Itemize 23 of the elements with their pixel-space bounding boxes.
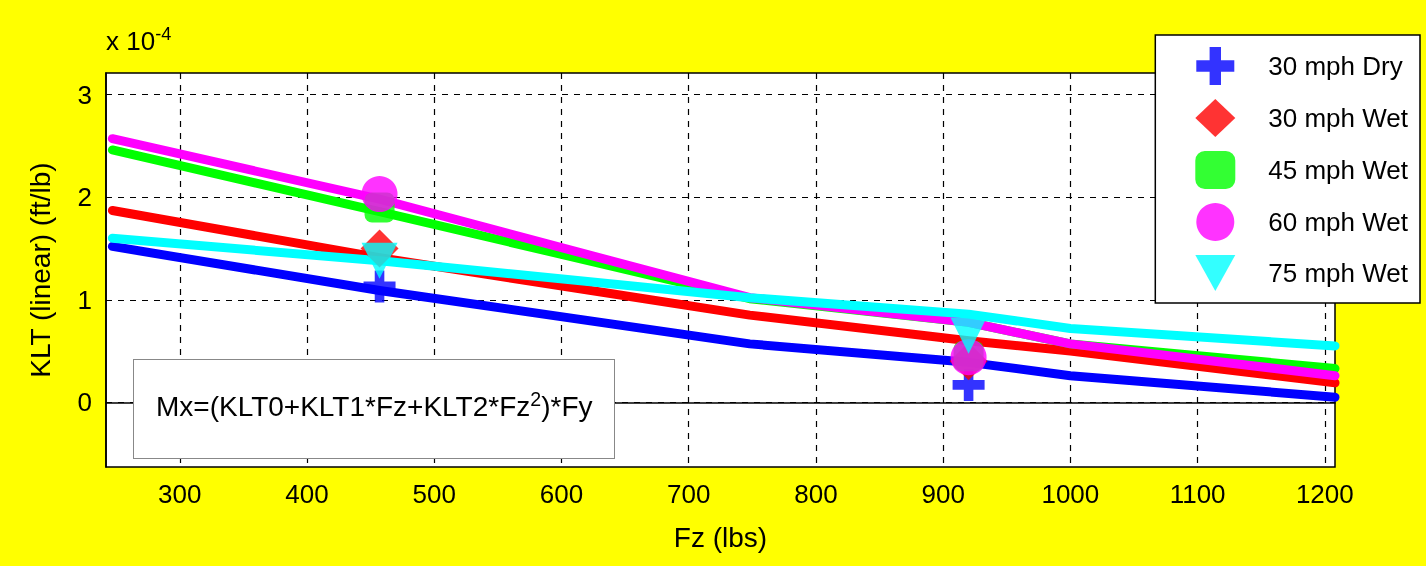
y-tick-label: 0 [77, 387, 92, 418]
y-tick-label: 2 [77, 182, 92, 213]
legend-label: 75 mph Wet [1268, 258, 1409, 288]
y-tick-label: 3 [77, 79, 92, 110]
x-tick-label: 1200 [1295, 479, 1354, 509]
x-tick-label: 400 [285, 479, 329, 509]
text: x 10$^{-4}$ [106, 24, 172, 56]
legend-label: 60 mph Wet [1268, 207, 1409, 237]
y-tick-label: 1 [77, 284, 92, 315]
x-tick-label: 1100 [1169, 479, 1226, 509]
legend-label: 30 mph Dry [1268, 51, 1403, 81]
x-axis-title: Fz (lbs) [673, 521, 768, 553]
y-axis-title: KLT (linear) (ft/lb) [24, 162, 56, 378]
x-tick-label: 700 [667, 479, 711, 509]
legend-label: 45 mph Wet [1268, 155, 1409, 185]
x-tick-label: 300 [158, 479, 202, 509]
annotation: Mx=(KLT0+KLT1*Fz+KLT2*Fz$^{2}$)*Fy [133, 359, 616, 459]
x-tick-label: 800 [794, 479, 838, 509]
x-tick-label: 500 [412, 479, 456, 509]
x-tick-label: 600 [539, 479, 584, 509]
legend-label: 30 mph Wet [1268, 103, 1409, 133]
x-tick-label: 900 [921, 479, 965, 509]
x-tick-label: 1000 [1041, 479, 1100, 509]
